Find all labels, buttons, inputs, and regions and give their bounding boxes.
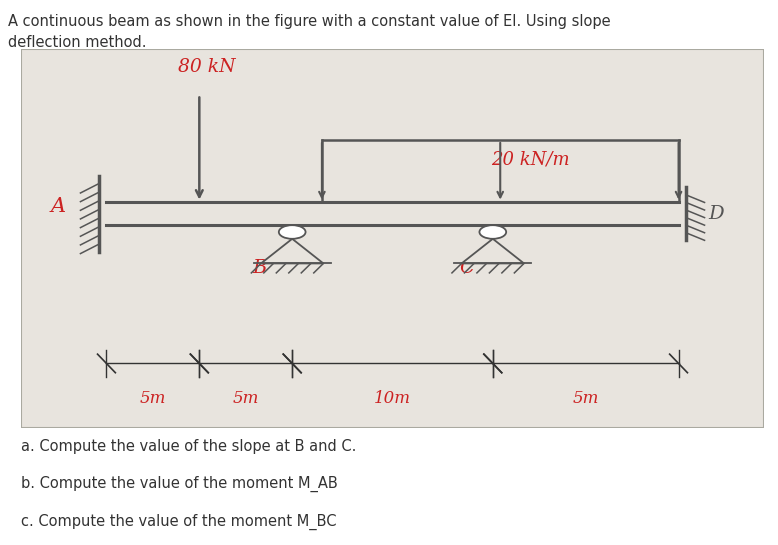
Text: 5m: 5m	[233, 390, 259, 407]
Text: 5m: 5m	[573, 390, 599, 407]
Text: A: A	[51, 197, 65, 216]
Text: deflection method.: deflection method.	[8, 35, 146, 51]
Polygon shape	[461, 239, 524, 263]
Circle shape	[279, 225, 306, 239]
Text: 10m: 10m	[374, 390, 411, 407]
Text: B: B	[252, 259, 266, 277]
Text: a. Compute the value of the slope at B and C.: a. Compute the value of the slope at B a…	[21, 439, 356, 454]
Text: b. Compute the value of the moment M_AB: b. Compute the value of the moment M_AB	[21, 476, 338, 492]
Text: c. Compute the value of the moment M_BC: c. Compute the value of the moment M_BC	[21, 513, 337, 530]
Text: A continuous beam as shown in the figure with a constant value of EI. Using slop: A continuous beam as shown in the figure…	[8, 14, 611, 29]
Text: 80 kN: 80 kN	[178, 58, 236, 76]
Text: C: C	[459, 259, 475, 277]
Text: D: D	[708, 205, 724, 223]
Polygon shape	[261, 239, 324, 263]
Circle shape	[479, 225, 506, 239]
Text: 20 kN/m: 20 kN/m	[491, 151, 569, 169]
Text: 5m: 5m	[140, 390, 166, 407]
